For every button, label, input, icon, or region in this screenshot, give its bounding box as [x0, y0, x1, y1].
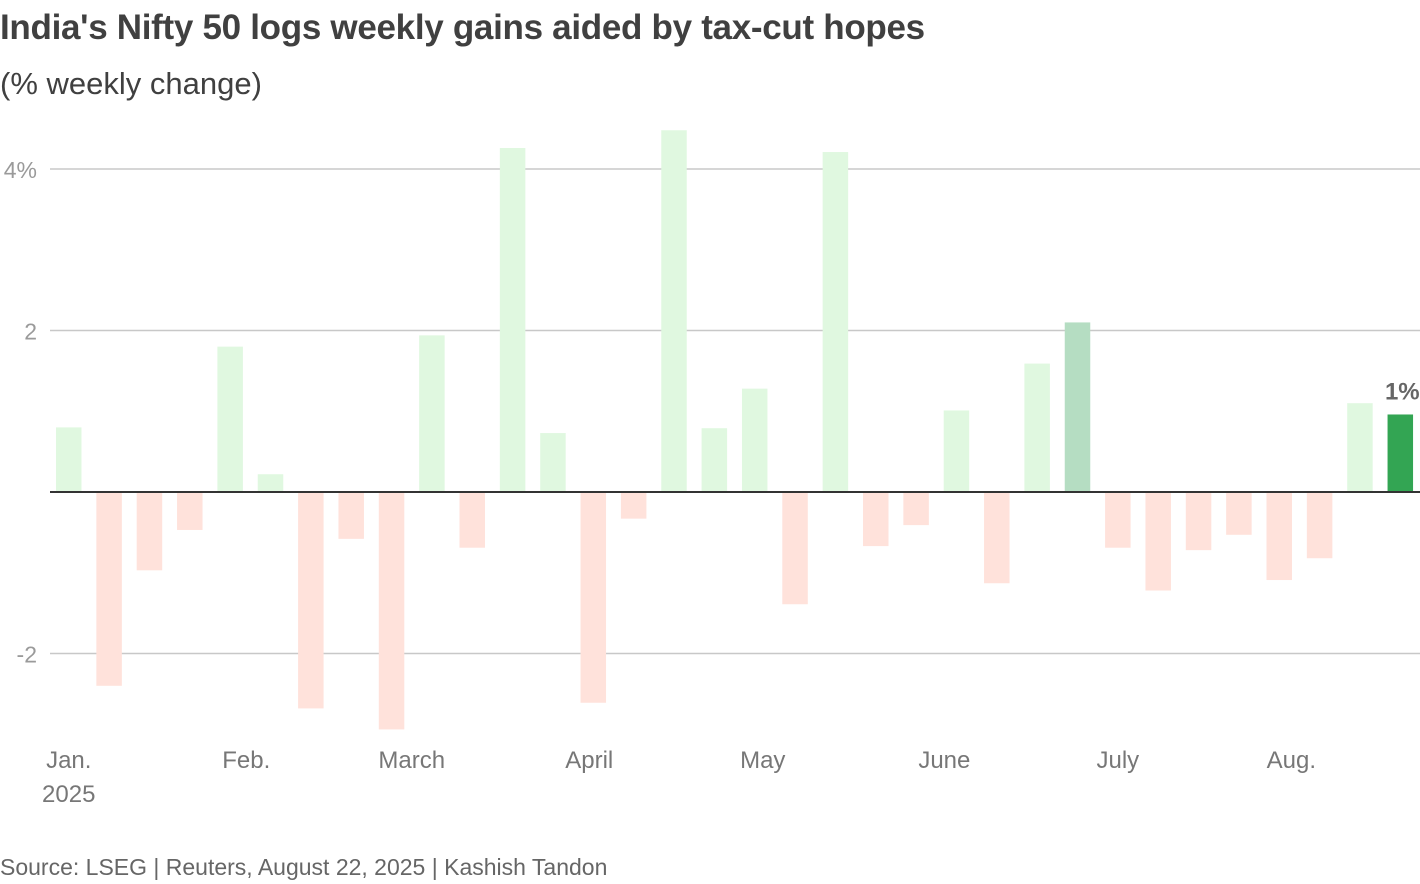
x-tick-label: April [565, 747, 613, 774]
bar [1387, 414, 1414, 492]
bar [540, 433, 566, 492]
bar [1306, 492, 1333, 559]
x-tick-label: June [918, 747, 970, 774]
data-label: 1% [1385, 378, 1420, 405]
bar [620, 492, 647, 519]
bar [903, 492, 929, 526]
bar [298, 492, 324, 709]
bar [217, 346, 243, 492]
bar [136, 492, 163, 571]
bar [459, 492, 485, 548]
x-tick-label: Feb. [222, 747, 270, 774]
x-tick-label: Aug. [1267, 747, 1316, 774]
bar [1347, 403, 1373, 492]
bar [580, 492, 607, 703]
bar [782, 492, 808, 605]
chart-subtitle: (% weekly change) [0, 66, 262, 101]
x-tick-label: May [740, 747, 785, 774]
bar [741, 388, 768, 492]
y-tick-label: 2 [24, 319, 37, 345]
y-tick-label: -2 [17, 642, 37, 668]
bar [1024, 363, 1050, 492]
chart-title: India's Nifty 50 logs weekly gains aided… [0, 8, 925, 47]
y-axis-labels: 4% 2 -2 [4, 157, 37, 668]
bar [177, 492, 203, 530]
gridlines [50, 168, 1420, 655]
bar [984, 492, 1010, 584]
bar [338, 492, 364, 539]
bar [56, 427, 82, 492]
x-tick-label: July [1097, 747, 1140, 774]
bar [943, 410, 970, 492]
bar [822, 152, 849, 493]
bar [661, 130, 687, 493]
bar [1226, 492, 1252, 535]
bar [1145, 492, 1171, 591]
bar [1064, 322, 1091, 492]
source-note: Source: LSEG | Reuters, August 22, 2025 … [0, 854, 608, 880]
annotations: 1% [1385, 378, 1420, 405]
y-tick-label: 4% [4, 157, 37, 183]
x-tick-sublabel: 2025 [42, 781, 95, 808]
bar [1105, 492, 1131, 548]
bar [499, 148, 526, 492]
x-axis-labels: Jan. 2025 Feb. March April May June July Aug. [42, 747, 1316, 808]
bar [378, 492, 405, 730]
bar [96, 492, 122, 686]
bar-series [56, 130, 1414, 730]
bar [1266, 492, 1292, 581]
bar [1185, 492, 1212, 551]
bar [419, 335, 445, 492]
bar [863, 492, 889, 547]
bar [257, 474, 284, 492]
x-tick-label: March [378, 747, 445, 774]
x-tick-label: Jan. [46, 747, 91, 774]
bar [701, 428, 728, 492]
